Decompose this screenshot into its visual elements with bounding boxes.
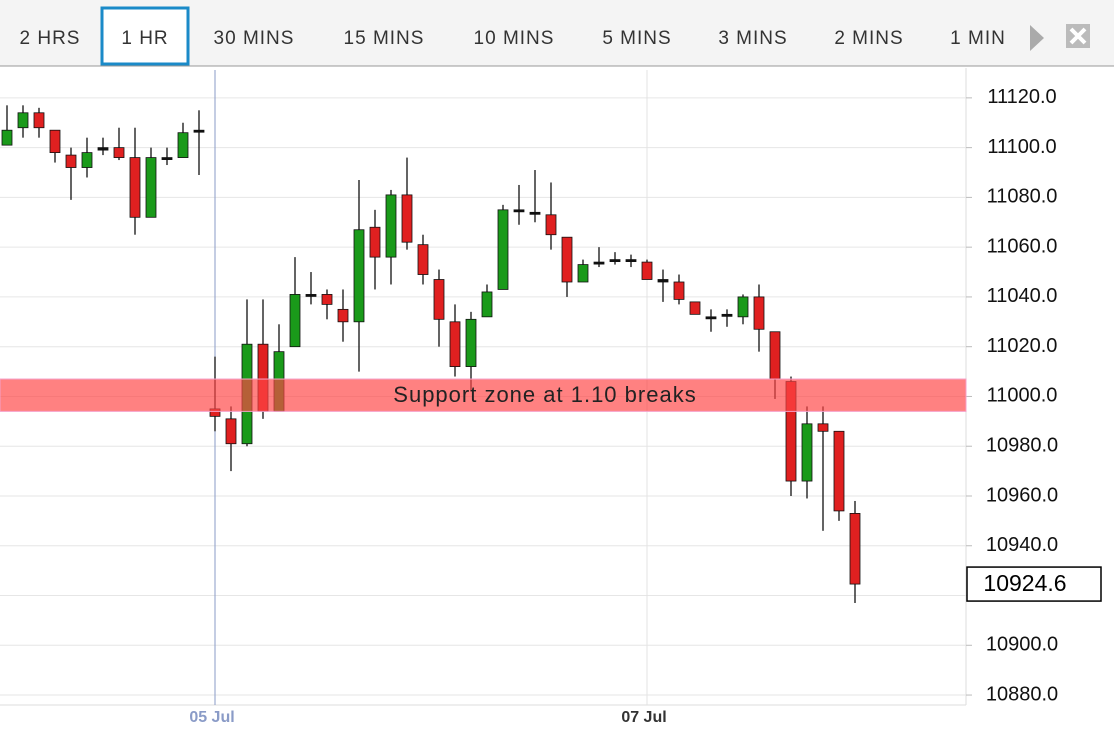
x-tick-label: 07 Jul (621, 709, 666, 726)
y-tick-label: 11040.0 (987, 285, 1058, 307)
candle-body (481, 291, 493, 318)
candle-body (737, 296, 749, 318)
interval-button[interactable]: 2 HRS (20, 28, 81, 49)
last-price-box (966, 566, 1102, 602)
interval-button[interactable]: 5 MINS (602, 28, 671, 49)
candle-body (385, 194, 397, 258)
candle-body (1, 129, 13, 146)
interval-button[interactable]: 30 MINS (214, 28, 295, 49)
candle-body (561, 236, 573, 283)
candle-body (497, 209, 509, 290)
scroll-right[interactable] (1030, 25, 1044, 51)
x-tick-label: 05 Jul (189, 709, 234, 726)
candle-body (833, 430, 845, 512)
candle-body (849, 513, 861, 585)
candle-body (81, 152, 93, 168)
candle-body (417, 244, 429, 275)
candle-body (673, 281, 685, 300)
candle-body (705, 316, 717, 320)
y-tick-label: 11000.0 (987, 385, 1058, 407)
band-label: Support zone at 1.10 breaks (393, 382, 696, 407)
candle-body (529, 211, 541, 215)
interval-button[interactable]: 1 MIN (950, 28, 1006, 49)
candle-body (97, 147, 109, 151)
candle-body (769, 331, 781, 380)
candle-body (625, 259, 637, 262)
y-tick-label: 11100.0 (987, 136, 1056, 158)
interval-button[interactable]: 10 MINS (474, 28, 555, 49)
close-icon (1069, 27, 1087, 45)
candle-body (433, 279, 445, 320)
candle-body (305, 294, 317, 297)
candle-body (65, 154, 77, 168)
interval-button[interactable]: 1 HR (121, 28, 168, 49)
candle-body (401, 194, 413, 243)
candle-body (369, 226, 381, 258)
candle-body (289, 294, 301, 348)
y-tick-label: 10880.0 (986, 683, 1058, 705)
candle-body (177, 132, 189, 158)
y-tick-label: 11080.0 (987, 186, 1058, 208)
candle-body (449, 321, 461, 367)
candle-body (321, 294, 333, 305)
candle-body (817, 423, 829, 432)
support-band (0, 378, 967, 412)
candle-body (161, 157, 173, 160)
candle-body (721, 313, 733, 317)
candle-body (609, 259, 621, 262)
candle-body (641, 261, 653, 280)
candle-body (577, 264, 589, 283)
candle-body (657, 279, 669, 283)
y-tick-label: 10980.0 (986, 435, 1058, 457)
candle-body (129, 157, 141, 218)
candle-body (801, 423, 813, 482)
y-tick-label: 11060.0 (987, 235, 1058, 257)
candle-body (513, 209, 525, 213)
candle-body (753, 296, 765, 330)
last-price-label: 10924.6 (983, 570, 1066, 596)
selected-button (100, 6, 190, 66)
interval-button[interactable]: 15 MINS (344, 28, 425, 49)
candle-body (689, 301, 701, 315)
candle-body (113, 147, 125, 158)
candle-body (145, 157, 157, 218)
candle-body (545, 214, 557, 236)
candle-body (593, 261, 605, 265)
candle-body (353, 229, 365, 323)
y-tick-label: 10900.0 (986, 634, 1058, 656)
candle-body (225, 418, 237, 445)
candle-body (337, 308, 349, 323)
interval-button[interactable]: 2 MINS (834, 28, 903, 49)
y-tick-label: 10960.0 (986, 484, 1058, 506)
candle-body (465, 318, 477, 367)
candle-body (49, 129, 61, 154)
y-tick-label: 11020.0 (987, 335, 1058, 357)
candle-body (33, 112, 45, 129)
y-tick-label: 10940.0 (986, 534, 1058, 556)
y-tick-label: 11120.0 (987, 86, 1056, 108)
candle-body (17, 112, 29, 129)
candle-body (193, 129, 205, 133)
interval-button[interactable]: 3 MINS (718, 28, 787, 49)
